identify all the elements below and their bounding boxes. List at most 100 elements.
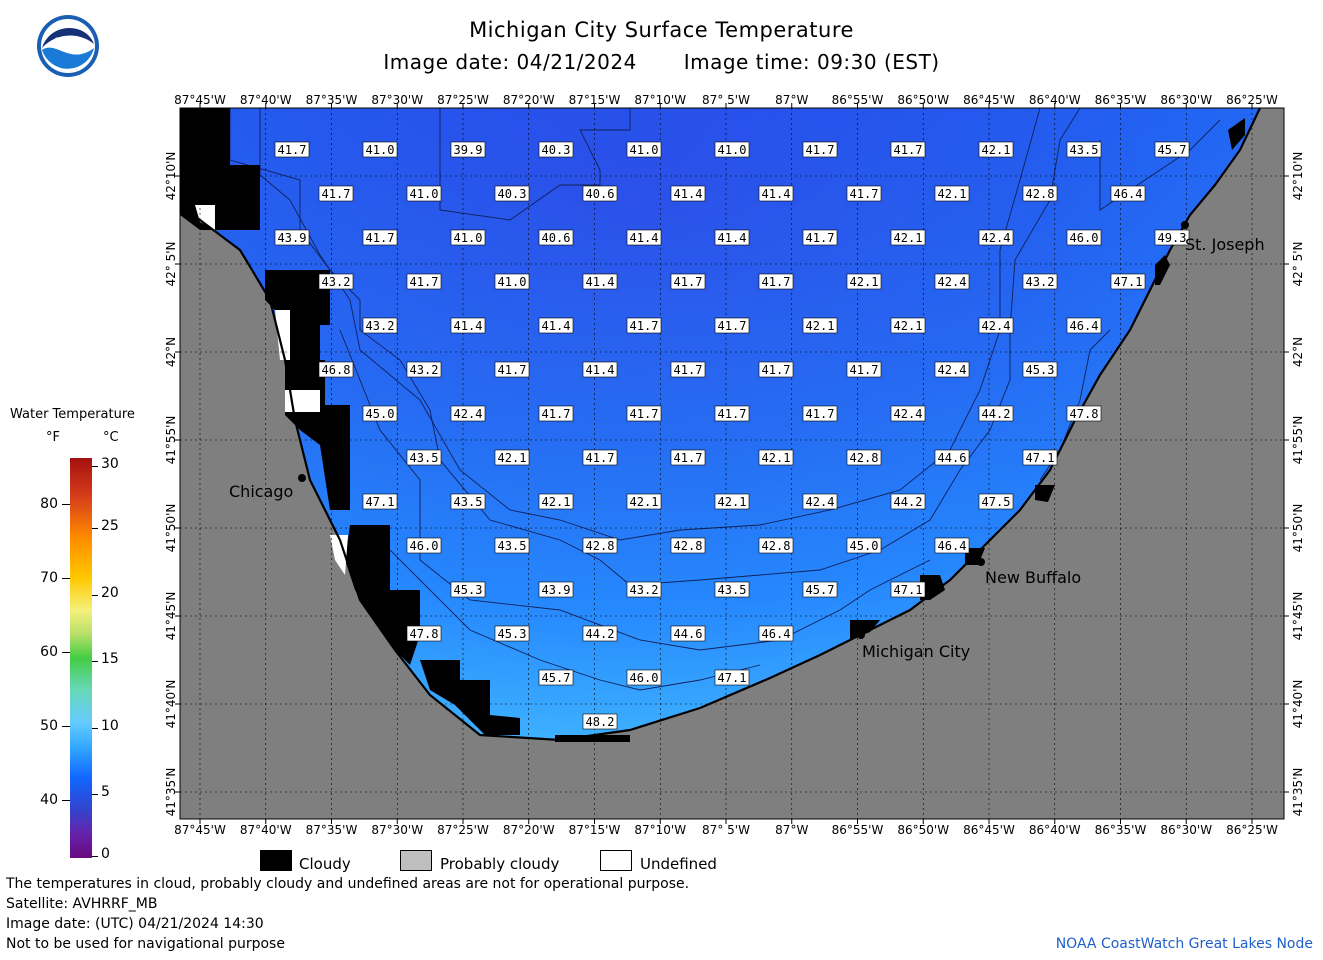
temperature-label: 46.0 bbox=[406, 537, 442, 554]
svg-text:41.0: 41.0 bbox=[498, 275, 527, 289]
temperature-label: 42.4 bbox=[978, 317, 1014, 334]
svg-text:43.2: 43.2 bbox=[630, 583, 659, 597]
temperature-label: 43.5 bbox=[714, 581, 750, 598]
lat-label: 41°35'N bbox=[164, 768, 178, 817]
disclaimer-clouds: The temperatures in cloud, probably clou… bbox=[6, 876, 690, 892]
temperature-label: 43.9 bbox=[538, 581, 574, 598]
svg-text:41.7: 41.7 bbox=[762, 363, 791, 377]
image-datetime: Image date: 04/21/2024 Image time: 09:30… bbox=[0, 50, 1323, 74]
temperature-label: 41.4 bbox=[538, 317, 574, 334]
temperature-label: 41.4 bbox=[714, 229, 750, 246]
lon-label: 87°25'W bbox=[437, 823, 489, 837]
lon-label: 86°35'W bbox=[1095, 823, 1147, 837]
temperature-label: 45.3 bbox=[450, 581, 486, 598]
lon-label: 87°40'W bbox=[240, 93, 292, 107]
temperature-label: 42.1 bbox=[626, 493, 662, 510]
svg-text:47.1: 47.1 bbox=[718, 671, 747, 685]
svg-text:42.1: 42.1 bbox=[894, 231, 923, 245]
svg-text:41.4: 41.4 bbox=[586, 363, 615, 377]
svg-text:42.4: 42.4 bbox=[982, 319, 1011, 333]
svg-text:46.4: 46.4 bbox=[938, 539, 967, 553]
lon-label: 87°15'W bbox=[569, 823, 621, 837]
temperature-label: 48.2 bbox=[582, 713, 618, 730]
temperature-label: 41.0 bbox=[362, 141, 398, 158]
svg-text:41.7: 41.7 bbox=[718, 407, 747, 421]
temperature-label: 47.1 bbox=[1110, 273, 1146, 290]
svg-text:41.7: 41.7 bbox=[674, 363, 703, 377]
temperature-label: 41.7 bbox=[670, 361, 706, 378]
coastline bbox=[180, 108, 1261, 742]
probably-cloudy-label: Probably cloudy bbox=[440, 855, 560, 873]
temperature-label: 41.7 bbox=[758, 273, 794, 290]
svg-text:41.7: 41.7 bbox=[410, 275, 439, 289]
temperature-label: 42.1 bbox=[802, 317, 838, 334]
svg-text:45.7: 45.7 bbox=[542, 671, 571, 685]
chicago-marker bbox=[298, 474, 306, 482]
svg-text:47.1: 47.1 bbox=[366, 495, 395, 509]
svg-text:41.7: 41.7 bbox=[630, 319, 659, 333]
c-tick-mark bbox=[92, 661, 98, 662]
temperature-label: 41.7 bbox=[362, 229, 398, 246]
svg-text:45.0: 45.0 bbox=[366, 407, 395, 421]
temperature-label: 45.3 bbox=[1022, 361, 1058, 378]
lat-label: 41°45'N bbox=[1291, 592, 1305, 641]
svg-text:41.7: 41.7 bbox=[542, 407, 571, 421]
temperature-label: 42.8 bbox=[670, 537, 706, 554]
new-buffalo-marker bbox=[977, 558, 985, 566]
svg-text:41.7: 41.7 bbox=[586, 451, 615, 465]
svg-text:42.4: 42.4 bbox=[938, 363, 967, 377]
lon-label: 87°W bbox=[775, 93, 808, 107]
svg-text:46.0: 46.0 bbox=[630, 671, 659, 685]
temperature-label: 41.0 bbox=[406, 185, 442, 202]
f-tick-mark bbox=[62, 504, 70, 505]
svg-text:43.2: 43.2 bbox=[366, 319, 395, 333]
svg-text:47.1: 47.1 bbox=[1114, 275, 1143, 289]
svg-text:41.4: 41.4 bbox=[586, 275, 615, 289]
svg-text:47.8: 47.8 bbox=[1070, 407, 1099, 421]
axis-ticks bbox=[175, 103, 1289, 824]
temperature-label: 42.4 bbox=[802, 493, 838, 510]
svg-text:46.4: 46.4 bbox=[1070, 319, 1099, 333]
longitude-labels-top: 87°45'W 87°40'W 87°35'W 87°30'W 87°25'W 87°20… bbox=[174, 93, 1278, 107]
lat-label: 42°10'N bbox=[164, 152, 178, 201]
temperature-label: 42.4 bbox=[978, 229, 1014, 246]
temperature-label: 47.1 bbox=[1022, 449, 1058, 466]
svg-text:41.7: 41.7 bbox=[278, 143, 307, 157]
temperature-label: 46.4 bbox=[1066, 317, 1102, 334]
map-frame bbox=[179, 107, 1285, 820]
svg-text:41.0: 41.0 bbox=[366, 143, 395, 157]
c-tick: 0 bbox=[101, 846, 110, 862]
temperature-label: 41.7 bbox=[802, 229, 838, 246]
temperature-label: 41.7 bbox=[494, 361, 530, 378]
temperature-label: 46.4 bbox=[1110, 185, 1146, 202]
temperature-colorbar bbox=[70, 458, 92, 858]
lon-label: 87°30'W bbox=[371, 823, 423, 837]
c-tick-mark bbox=[92, 856, 98, 857]
temperature-label: 47.1 bbox=[362, 493, 398, 510]
temperature-label: 41.7 bbox=[274, 141, 310, 158]
svg-text:41.0: 41.0 bbox=[410, 187, 439, 201]
temperature-label: 42.4 bbox=[934, 361, 970, 378]
lat-label: 41°35'N bbox=[1291, 768, 1305, 817]
temperature-label: 43.2 bbox=[1022, 273, 1058, 290]
lat-label: 42° 5'N bbox=[1291, 242, 1305, 287]
temperature-label: 44.2 bbox=[978, 405, 1014, 422]
temperature-label: 42.4 bbox=[890, 405, 926, 422]
f-tick-mark bbox=[62, 726, 70, 727]
temperature-label: 41.4 bbox=[758, 185, 794, 202]
lat-label: 41°55'N bbox=[1291, 416, 1305, 465]
f-tick-mark bbox=[62, 800, 70, 801]
temperature-label: 42.4 bbox=[450, 405, 486, 422]
temperature-label: 41.7 bbox=[582, 449, 618, 466]
temperature-label: 47.8 bbox=[406, 625, 442, 642]
f-tick: 40 bbox=[40, 792, 58, 808]
temperature-label: 47.5 bbox=[978, 493, 1014, 510]
lon-label: 86°40'W bbox=[1029, 93, 1081, 107]
temperature-label: 46.0 bbox=[626, 669, 662, 686]
svg-text:42.8: 42.8 bbox=[586, 539, 615, 553]
svg-text:41.7: 41.7 bbox=[894, 143, 923, 157]
svg-text:42.8: 42.8 bbox=[762, 539, 791, 553]
lon-label: 86°50'W bbox=[897, 93, 949, 107]
svg-text:43.2: 43.2 bbox=[322, 275, 351, 289]
svg-text:47.5: 47.5 bbox=[982, 495, 1011, 509]
